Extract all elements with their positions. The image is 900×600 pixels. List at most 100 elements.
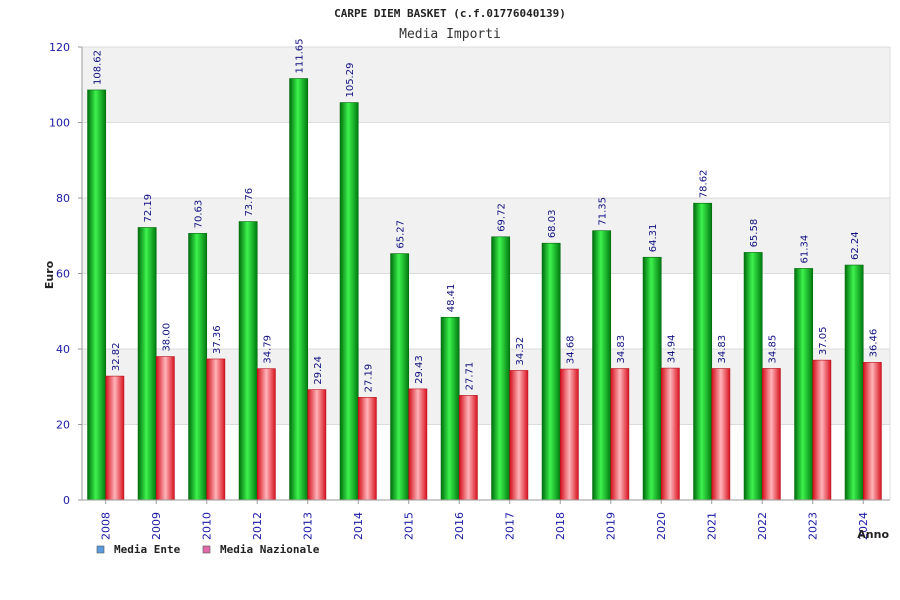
bar-ente-2016 xyxy=(440,316,460,501)
bar-nazionale-2015 xyxy=(408,388,428,501)
data-label: 69.72 xyxy=(497,203,508,232)
y-tick-label: 40 xyxy=(56,343,70,356)
bar-nazionale-2018 xyxy=(559,368,579,501)
y-tick-label: 100 xyxy=(49,117,70,130)
bar-ente-2013 xyxy=(289,78,309,501)
data-label: 48.41 xyxy=(446,284,457,313)
x-tick-label: 2020 xyxy=(655,512,668,540)
data-label: 108.62 xyxy=(93,50,104,85)
data-label: 68.03 xyxy=(547,210,558,239)
legend-swatch-nazionale xyxy=(202,545,211,554)
y-tick-label: 120 xyxy=(49,41,70,54)
data-label: 29.43 xyxy=(414,355,425,384)
bar-ente-2014 xyxy=(339,102,359,501)
bar-nazionale-2022 xyxy=(761,368,781,501)
data-label: 34.83 xyxy=(616,335,627,364)
data-label: 34.79 xyxy=(262,335,273,364)
bar-nazionale-2008 xyxy=(105,375,125,501)
legend-label-nazionale: Media Nazionale xyxy=(220,543,320,556)
bar-nazionale-2016 xyxy=(458,395,478,501)
x-tick-label: 2024 xyxy=(857,512,870,540)
x-tick-label: 2023 xyxy=(807,512,820,540)
data-label: 105.29 xyxy=(345,63,356,98)
bar-ente-2018 xyxy=(541,242,561,501)
legend-label-ente: Media Ente xyxy=(114,543,181,556)
data-label: 34.85 xyxy=(767,335,778,364)
data-label: 34.68 xyxy=(565,335,576,364)
grid-band xyxy=(82,47,890,123)
bar-nazionale-2014 xyxy=(357,397,377,501)
data-label: 29.24 xyxy=(313,356,324,385)
data-label: 27.71 xyxy=(464,362,475,391)
data-label: 62.24 xyxy=(850,231,861,260)
bar-nazionale-2010 xyxy=(206,358,226,501)
data-label: 34.94 xyxy=(666,334,677,363)
bars: 108.62 32.82 72.19 38.00 70.63 37.36 73.76 34.7… xyxy=(87,39,882,501)
x-tick-label: 2019 xyxy=(605,512,618,540)
x-tick-label: 2018 xyxy=(554,512,567,540)
data-label: 37.05 xyxy=(818,326,829,355)
data-label: 32.82 xyxy=(111,342,122,371)
x-axis: 2008 2009 2010 2012 2013 2014 2015 2016 2017 2018… xyxy=(82,499,890,540)
x-tick-label: 2015 xyxy=(403,512,416,540)
bar-ente-2012 xyxy=(238,221,258,501)
bar-ente-2024 xyxy=(844,264,864,501)
y-tick-label: 60 xyxy=(56,268,70,281)
y-tick-label: 80 xyxy=(56,192,70,205)
bar-ente-2023 xyxy=(794,268,814,501)
bar-nazionale-2020 xyxy=(660,367,680,501)
bar-nazionale-2017 xyxy=(509,370,529,501)
bar-nazionale-2019 xyxy=(610,368,630,501)
x-tick-label: 2012 xyxy=(251,512,264,540)
chart-title: CARPE DIEM BASKET (c.f.01776040139) xyxy=(334,7,566,20)
data-label: 73.76 xyxy=(244,188,255,217)
x-axis-title: Anno xyxy=(857,528,889,541)
x-tick-label: 2022 xyxy=(756,512,769,540)
chart-subtitle: Media Importi xyxy=(399,27,501,42)
data-label: 61.34 xyxy=(800,235,811,264)
bar-ente-2020 xyxy=(642,256,662,501)
y-tick-label: 20 xyxy=(56,419,70,432)
data-label: 111.65 xyxy=(295,39,306,74)
data-label: 65.58 xyxy=(749,219,760,248)
x-tick-label: 2010 xyxy=(201,512,214,540)
bar-ente-2021 xyxy=(693,202,713,501)
x-tick-label: 2016 xyxy=(453,512,466,540)
data-label: 37.36 xyxy=(212,325,223,354)
legend: Media Ente Media Nazionale xyxy=(96,543,320,556)
x-tick-label: 2013 xyxy=(302,512,315,540)
bar-ente-2022 xyxy=(743,252,763,501)
bar-ente-2010 xyxy=(188,233,208,501)
bar-ente-2019 xyxy=(592,230,612,501)
grid-band xyxy=(82,122,890,198)
bar-nazionale-2009 xyxy=(155,356,175,501)
data-label: 78.62 xyxy=(699,170,710,199)
y-axis-title: Euro xyxy=(43,260,56,289)
data-label: 34.32 xyxy=(515,337,526,366)
bar-ente-2009 xyxy=(137,227,157,501)
bar-nazionale-2023 xyxy=(812,359,832,501)
data-label: 70.63 xyxy=(194,200,205,229)
data-label: 34.83 xyxy=(717,335,728,364)
y-tick-label: 0 xyxy=(63,494,70,507)
data-label: 72.19 xyxy=(143,194,154,223)
x-tick-label: 2008 xyxy=(100,512,113,540)
x-tick-label: 2014 xyxy=(352,512,365,540)
x-tick-label: 2017 xyxy=(504,512,517,540)
bar-ente-2017 xyxy=(491,236,511,501)
data-label: 64.31 xyxy=(648,224,659,253)
bar-ente-2015 xyxy=(390,253,410,501)
x-tick-label: 2009 xyxy=(150,512,163,540)
bar-nazionale-2024 xyxy=(862,362,882,501)
data-label: 65.27 xyxy=(396,220,407,249)
data-label: 27.19 xyxy=(363,364,374,393)
bar-nazionale-2013 xyxy=(307,389,327,501)
bar-ente-2008 xyxy=(87,89,107,501)
bar-nazionale-2012 xyxy=(256,368,276,501)
bar-nazionale-2021 xyxy=(711,368,731,501)
data-label: 36.46 xyxy=(868,329,879,358)
data-label: 71.35 xyxy=(598,197,609,226)
x-tick-label: 2021 xyxy=(706,512,719,540)
y-axis: 0 20 40 60 80 100 120 xyxy=(49,41,83,507)
